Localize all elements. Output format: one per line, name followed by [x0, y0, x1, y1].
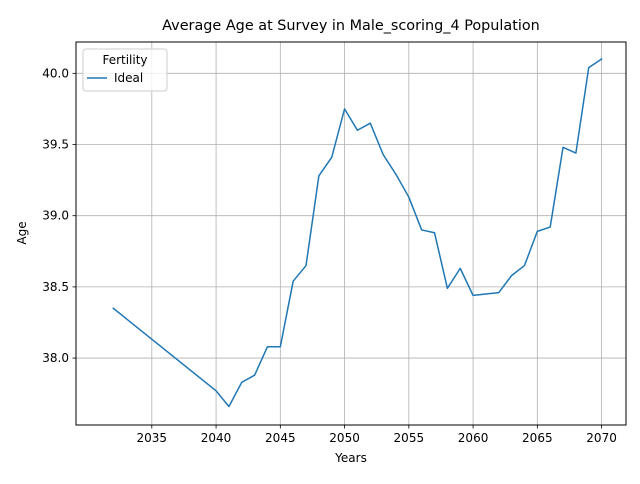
- legend-label-ideal: Ideal: [114, 71, 143, 85]
- x-tick-label: 2065: [522, 431, 553, 445]
- x-tick-label: 2060: [458, 431, 489, 445]
- y-tick-label: 40.0: [42, 66, 69, 80]
- x-tick-label: 2040: [201, 431, 232, 445]
- y-axis-label: Age: [15, 221, 29, 244]
- grid-lines: [76, 42, 626, 425]
- x-tick-label: 2045: [265, 431, 296, 445]
- x-tick-label: 2035: [137, 431, 168, 445]
- legend-title: Fertility: [102, 53, 147, 67]
- x-axis-label: Years: [334, 451, 367, 465]
- y-axis: 38.0 38.5 39.0 39.5 40.0: [42, 66, 76, 365]
- x-axis: 2035 2040 2045 2050 2055 2060 2065 2070: [137, 425, 617, 445]
- legend-box: [82, 48, 168, 92]
- y-tick-label: 39.0: [42, 209, 69, 223]
- x-tick-label: 2050: [329, 431, 360, 445]
- chart-title: Average Age at Survey in Male_scoring_4 …: [162, 18, 540, 34]
- series-lines: [112, 58, 603, 408]
- plot-frame: [75, 41, 627, 426]
- y-tick-label: 38.0: [42, 351, 69, 365]
- series-line-ideal: [112, 58, 603, 408]
- legend: Fertility Ideal: [82, 48, 168, 92]
- x-tick-label: 2070: [586, 431, 617, 445]
- y-tick-label: 39.5: [42, 138, 69, 152]
- x-tick-label: 2055: [394, 431, 425, 445]
- y-tick-label: 38.5: [42, 280, 69, 294]
